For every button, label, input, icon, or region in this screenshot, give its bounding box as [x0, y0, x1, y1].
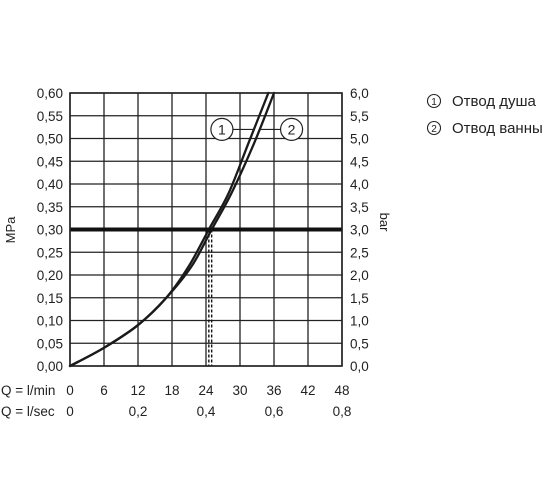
y-left-tick-label: 0,45 — [37, 154, 63, 169]
x-tick-label: 36 — [266, 383, 281, 398]
x-tick-label: 6 — [100, 383, 108, 398]
y-right-tick-label: 1,0 — [350, 314, 369, 329]
y-left-tick-label: 0,00 — [37, 359, 63, 374]
x-tick-label: 0 — [66, 383, 74, 398]
y-right-tick-label: 0,5 — [350, 336, 369, 351]
callout-label-2: 2 — [288, 121, 296, 137]
y-right-tick-label: 5,0 — [350, 132, 369, 147]
legend-label-2: Отвод ванны — [452, 120, 543, 137]
x-tick-label: 0,6 — [265, 404, 284, 419]
x-tick-label: 0,8 — [333, 404, 352, 419]
y-left-tick-label: 0,50 — [37, 132, 63, 147]
y-right-tick-label: 1,5 — [350, 291, 369, 306]
legend-item-1: 1 Отвод душа — [426, 93, 537, 110]
x-tick-label: 30 — [232, 383, 247, 398]
y-right-tick-labels: 0,0 0,5 1,0 1,5 2,0 2,5 3,0 3,5 4,0 4,5 5,0 5,5 6,0 — [350, 86, 369, 374]
callout-circle-1 — [210, 117, 234, 141]
x-axis-rows: Q = l/min 0 6 12 18 24 30 36 42 48 Q = l/sec 0 0,2 0,… — [1, 383, 351, 419]
y-right-tick-label: 4,0 — [350, 177, 369, 192]
callout-label-1: 1 — [218, 121, 226, 137]
chart-curves — [68, 91, 276, 368]
x-tick-label: 18 — [164, 383, 179, 398]
y-left-tick-label: 0,10 — [37, 314, 63, 329]
x-axis-row-label: Q = l/min — [1, 383, 55, 398]
plot-border — [69, 92, 343, 367]
y-left-tick-label: 0,15 — [37, 291, 63, 306]
x-tick-label: 0,4 — [197, 404, 216, 419]
callout-circle-2 — [279, 117, 304, 141]
y-left-tick-labels: 0,00 0,05 0,10 0,15 0,20 0,25 0,30 0,35 0,40 0,45… — [37, 86, 63, 374]
legend-label-1: Отвод душа — [452, 93, 537, 110]
y-right-tick-label: 2,0 — [350, 268, 369, 283]
y-right-axis-title: bar — [377, 213, 392, 232]
series-line-2 — [68, 91, 276, 368]
y-left-tick-label: 0,40 — [37, 177, 63, 192]
x-tick-label: 12 — [130, 383, 145, 398]
y-left-tick-label: 0,30 — [37, 223, 63, 238]
y-left-tick-label: 0,35 — [37, 200, 63, 215]
x-tick-label: 42 — [300, 383, 315, 398]
y-right-tick-label: 5,5 — [350, 109, 369, 124]
y-right-tick-label: 6,0 — [350, 86, 369, 101]
y-left-tick-label: 0,25 — [37, 245, 63, 260]
legend-marker-1-icon — [426, 93, 442, 109]
legend: 1 Отвод душа 2 Отвод ванны — [426, 93, 543, 137]
y-left-axis-title: MPa — [3, 216, 18, 244]
legend-marker-1-number: 1 — [431, 97, 437, 108]
y-left-tick-label: 0,60 — [37, 86, 63, 101]
legend-marker-2-icon — [426, 120, 442, 136]
plot-frame — [69, 92, 343, 367]
legend-marker-2-number: 2 — [431, 124, 437, 135]
y-right-tick-label: 3,5 — [350, 200, 369, 215]
y-left-tick-label: 0,55 — [37, 109, 63, 124]
y-left-tick-label: 0,20 — [37, 268, 63, 283]
x-tick-label: 0,2 — [129, 404, 148, 419]
y-left-tick-label: 0,05 — [37, 336, 63, 351]
x-axis-row-label: Q = l/sec — [1, 404, 55, 419]
x-tick-label: 0 — [66, 404, 74, 419]
y-right-tick-label: 4,5 — [350, 154, 369, 169]
y-right-tick-label: 2,5 — [350, 245, 369, 260]
legend-item-2: 2 Отвод ванны — [426, 120, 543, 137]
y-right-tick-label: 0,0 — [350, 359, 369, 374]
y-right-tick-label: 3,0 — [350, 223, 369, 238]
reference-line-group — [70, 227, 342, 366]
x-tick-label: 24 — [198, 383, 214, 398]
x-tick-label: 48 — [334, 383, 349, 398]
